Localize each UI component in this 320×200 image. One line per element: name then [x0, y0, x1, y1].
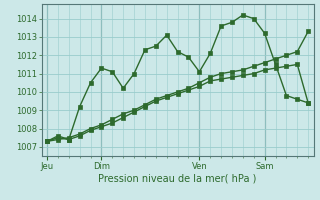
X-axis label: Pression niveau de la mer( hPa ): Pression niveau de la mer( hPa ) [99, 173, 257, 183]
